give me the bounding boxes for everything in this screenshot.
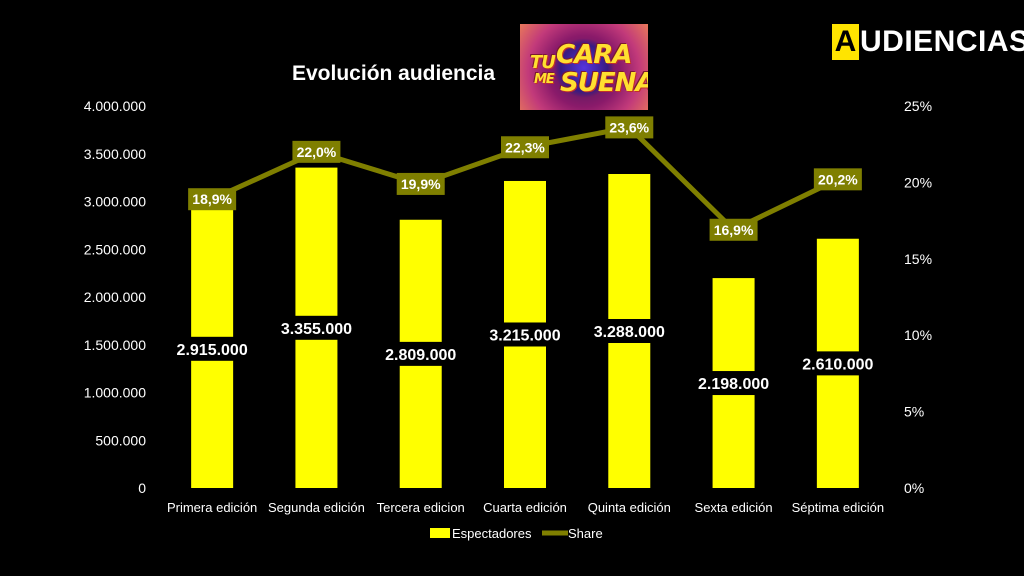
right-axis-tick-label: 10% — [904, 327, 932, 343]
bar-label-bg — [587, 318, 671, 343]
bar-label-bg — [274, 315, 359, 340]
logo-text-1: TU — [530, 52, 556, 73]
bar-label-bg — [379, 341, 463, 366]
chart-title: Evolución audiencia — [292, 62, 496, 85]
brand-logo: A UDIENCIAS — [832, 24, 1024, 60]
right-axis-tick-label: 0% — [904, 480, 924, 496]
bar-value-label: 3.288.000 — [594, 324, 665, 341]
show-logo: TU CARA ME SUENA — [520, 24, 648, 110]
bar-value-label: 3.215.000 — [489, 327, 560, 344]
bar-value-label: 2.610.000 — [802, 356, 873, 373]
bar-label-bg — [483, 322, 567, 347]
left-axis-tick-label: 1.000.000 — [84, 385, 146, 401]
right-axis-tick-label: 20% — [904, 174, 932, 190]
share-value-label: 18,9% — [192, 191, 232, 207]
category-label: Tercera edicion — [377, 500, 465, 515]
category-label: Sexta edición — [695, 500, 773, 515]
share-point-4 — [501, 136, 549, 159]
share-line-group: 18,9% 22,0% 19,9% 22,3% 23,6% 16,9% 20,2% — [188, 116, 862, 241]
legend: Espectadores Share — [430, 526, 603, 541]
share-value-label: 19,9% — [401, 176, 441, 192]
left-axis-tick-label: 1.500.000 — [84, 337, 146, 353]
legend-label-espectadores: Espectadores — [452, 526, 532, 541]
bar-value-label: 3.355.000 — [281, 321, 352, 338]
share-value-label: 22,0% — [297, 144, 337, 160]
share-point-3 — [396, 172, 445, 195]
bar-value-label: 2.915.000 — [177, 342, 248, 359]
share-point-1 — [188, 188, 237, 211]
left-axis-tick-label: 3.500.000 — [84, 146, 146, 162]
category-label: Primera edición — [167, 500, 257, 515]
logo-text-4: SUENA — [560, 68, 648, 98]
bar-label-bg — [796, 351, 880, 376]
share-point-6 — [709, 218, 758, 241]
bar-label-bg — [170, 336, 254, 361]
share-point-5 — [605, 116, 654, 139]
left-axis-tick-label: 2.500.000 — [84, 241, 146, 257]
left-axis-ticks: 0 500.000 1.000.000 1.500.000 2.000.000 2.500… — [84, 98, 147, 496]
share-value-label: 20,2% — [818, 171, 858, 187]
right-axis-tick-label: 25% — [904, 98, 932, 114]
right-axis-tick-label: 5% — [904, 404, 924, 420]
category-label: Séptima edición — [792, 500, 885, 515]
left-axis-tick-label: 500.000 — [95, 432, 146, 448]
brand-first-letter: A — [832, 24, 859, 60]
right-axis-tick-label: 15% — [904, 251, 932, 267]
share-value-label: 22,3% — [505, 139, 545, 155]
legend-label-share: Share — [568, 526, 603, 541]
brand-name: UDIENCIAS — [860, 25, 1024, 58]
bar-value-label: 2.198.000 — [698, 376, 769, 393]
logo-ring — [554, 38, 614, 98]
share-value-label: 23,6% — [609, 119, 649, 135]
category-label: Cuarta edición — [483, 500, 567, 515]
category-labels: Primera edición Segunda edición Tercera ed… — [167, 500, 884, 515]
left-axis-tick-label: 3.000.000 — [84, 194, 146, 210]
legend-swatch-espectadores — [430, 528, 450, 538]
bar-value-label: 2.809.000 — [385, 347, 456, 364]
share-value-label: 16,9% — [714, 222, 754, 238]
left-axis-tick-label: 2.000.000 — [84, 289, 146, 305]
share-point-2 — [292, 140, 341, 163]
category-label: Quinta edición — [588, 500, 671, 515]
right-axis-ticks: 0% 5% 10% 15% 20% 25% — [904, 98, 932, 496]
left-axis-tick-label: 4.000.000 — [84, 98, 146, 114]
category-label: Segunda edición — [268, 500, 365, 515]
bar-labels-group: 2.915.000 3.355.000 2.809.000 3.215.000 3.28… — [170, 315, 880, 396]
share-point-7 — [813, 168, 862, 191]
logo-text-3: ME — [534, 72, 555, 87]
bar-label-bg — [691, 371, 776, 396]
left-axis-tick-label: 0 — [138, 480, 146, 496]
logo-text-2: CARA — [556, 40, 632, 70]
